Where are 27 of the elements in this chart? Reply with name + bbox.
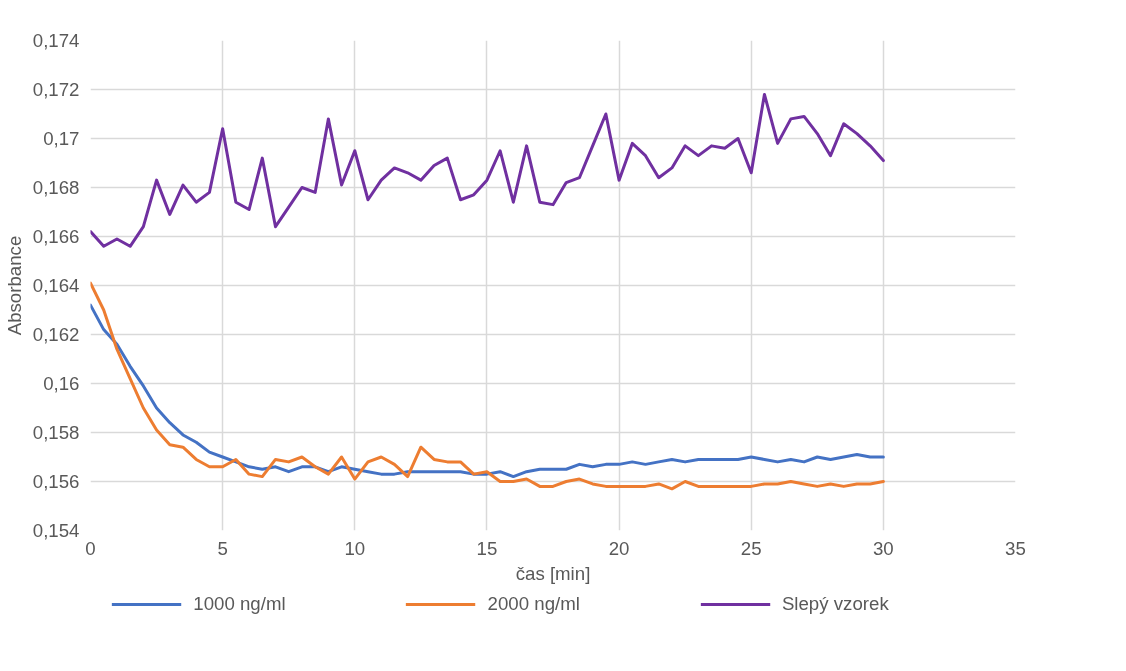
x-tick-label: 25 xyxy=(740,537,762,559)
y-tick-label: 0,17 xyxy=(43,128,80,149)
legend-label: 2000 ng/ml xyxy=(487,593,580,615)
y-tick-label: 0,154 xyxy=(32,520,80,541)
y-tick-label: 0,158 xyxy=(32,422,80,443)
y-tick-label: 0,164 xyxy=(32,275,80,296)
x-axis-title: čas [min] xyxy=(515,562,591,584)
x-tick-label: 0 xyxy=(85,537,96,559)
x-tick-label: 35 xyxy=(1005,537,1026,559)
y-axis-title: Absorbance xyxy=(3,235,25,336)
y-tick-label: 0,16 xyxy=(43,373,80,394)
line-series xyxy=(90,281,885,491)
y-tick-label: 0,156 xyxy=(32,471,80,492)
line-series xyxy=(90,303,885,479)
y-tick-label: 0,166 xyxy=(32,226,80,247)
x-tick-label: 20 xyxy=(608,537,630,559)
x-tick-label: 5 xyxy=(217,537,228,559)
y-tick-label: 0,174 xyxy=(32,30,80,51)
y-tick-label: 0,168 xyxy=(32,177,80,198)
x-tick-label: 30 xyxy=(872,537,894,559)
legend-label: 1000 ng/ml xyxy=(193,593,286,615)
line-series xyxy=(90,92,885,248)
x-tick-label: 10 xyxy=(344,537,366,559)
y-tick-label: 0,162 xyxy=(32,324,80,345)
y-tick-label: 0,172 xyxy=(32,79,80,100)
legend-label: Slepý vzorek xyxy=(781,593,889,615)
x-tick-label: 15 xyxy=(476,537,498,559)
